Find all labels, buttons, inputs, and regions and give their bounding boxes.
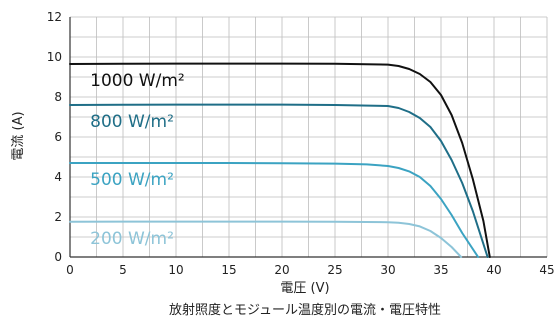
series-line-1 bbox=[69, 103, 489, 258]
series-label-3: 200 W/m² bbox=[90, 229, 174, 249]
y-tick-label: 6 bbox=[54, 130, 62, 144]
y-tick-label: 10 bbox=[47, 50, 62, 64]
x-tick-label: 20 bbox=[274, 263, 289, 277]
y-axis-label: 電流 (A) bbox=[11, 111, 26, 160]
x-axis-label: 電圧 (V) bbox=[280, 281, 329, 296]
x-tick-labels: 0 5 10 15 20 25 30 35 40 45 bbox=[66, 263, 554, 277]
chart-caption: 放射照度とモジュール温度別の電流・電圧特性 bbox=[169, 302, 441, 318]
series-label-0: 1000 W/m² bbox=[90, 71, 185, 91]
series-label-1: 800 W/m² bbox=[90, 112, 174, 132]
y-tick-label: 8 bbox=[54, 90, 62, 104]
axes bbox=[69, 17, 547, 258]
x-tick-label: 10 bbox=[168, 263, 183, 277]
series-line-0 bbox=[69, 62, 491, 258]
series-lines bbox=[69, 62, 491, 258]
series-label-2: 500 W/m² bbox=[90, 170, 174, 190]
y-tick-label: 12 bbox=[47, 10, 62, 24]
x-tick-label: 30 bbox=[380, 263, 395, 277]
x-tick-label: 40 bbox=[486, 263, 501, 277]
series-line-3 bbox=[69, 220, 463, 258]
x-tick-label: 25 bbox=[327, 263, 342, 277]
x-tick-label: 5 bbox=[119, 263, 127, 277]
x-tick-label: 15 bbox=[221, 263, 236, 277]
x-tick-label: 35 bbox=[433, 263, 448, 277]
series-labels: 1000 W/m² 800 W/m² 500 W/m² 200 W/m² bbox=[90, 71, 185, 249]
x-tick-label: 0 bbox=[66, 263, 74, 277]
y-tick-labels: 0 2 4 6 8 10 12 bbox=[47, 10, 62, 264]
y-tick-label: 2 bbox=[54, 210, 62, 224]
x-tick-label: 45 bbox=[539, 263, 554, 277]
y-tick-label: 4 bbox=[54, 170, 62, 184]
series-line-2 bbox=[69, 162, 480, 258]
y-tick-label: 0 bbox=[54, 250, 62, 264]
